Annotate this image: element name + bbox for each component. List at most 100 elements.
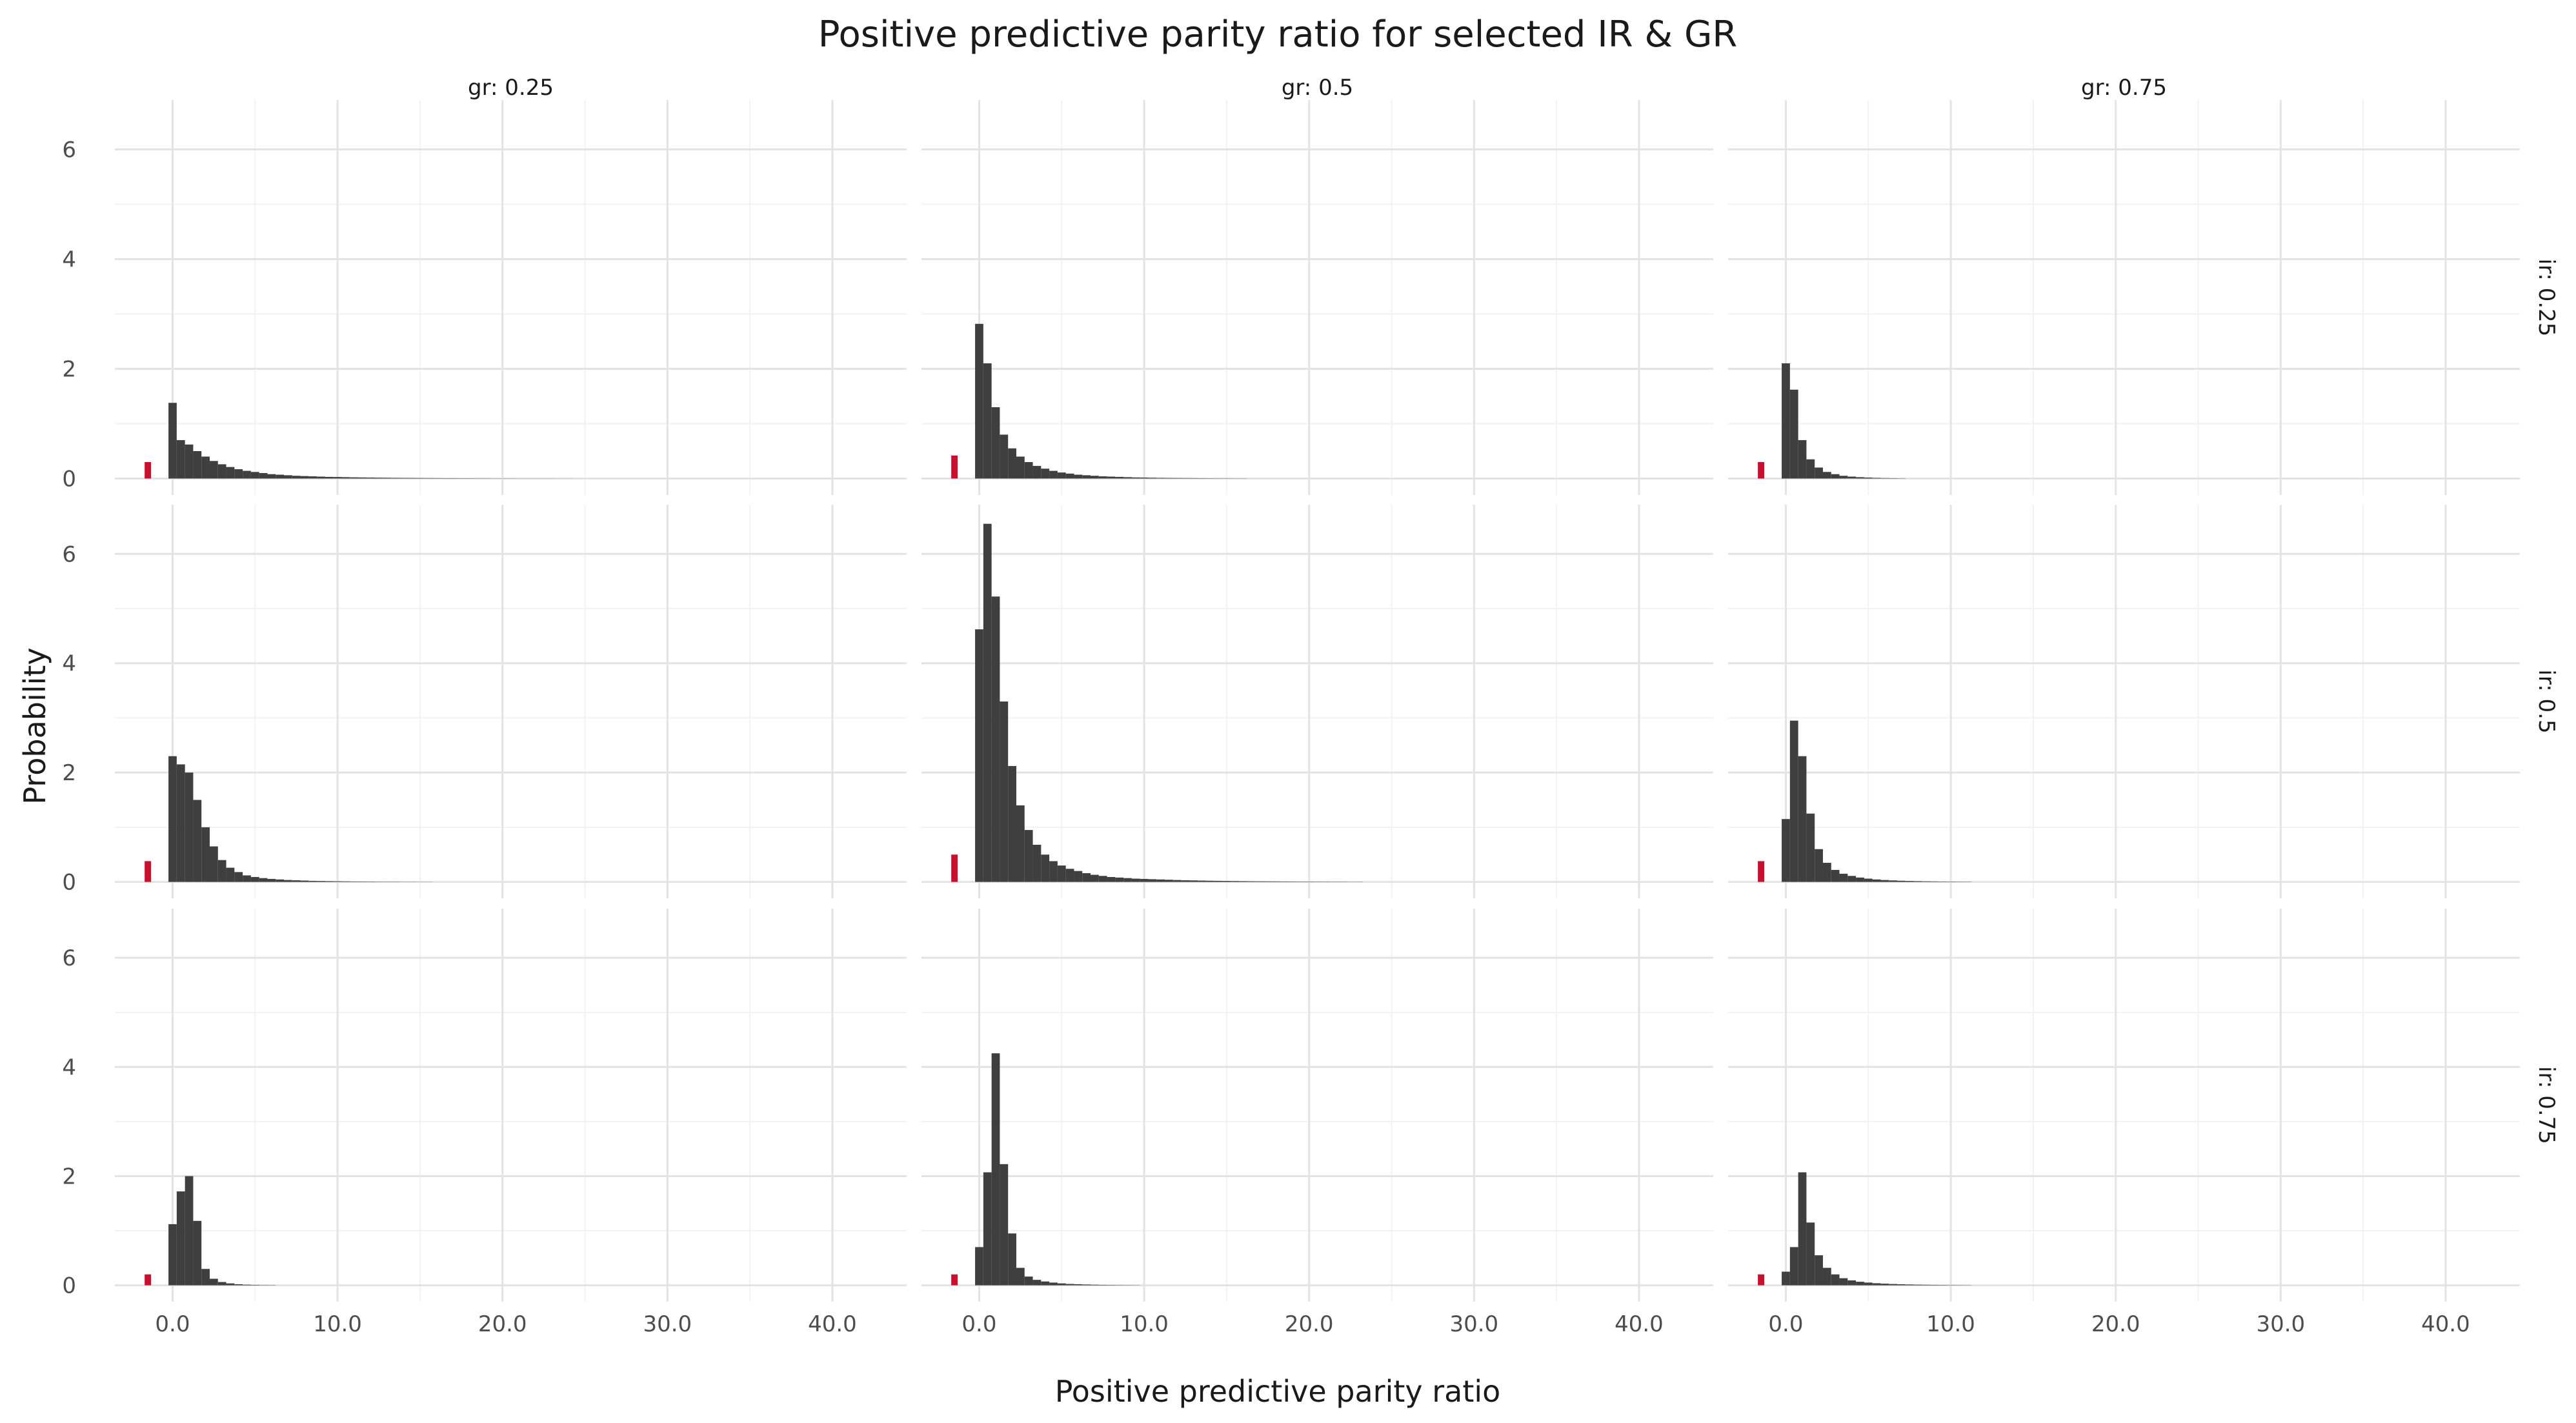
histogram-bar [1806, 459, 1815, 479]
histogram-bar [300, 880, 309, 882]
x-tick-label: 20.0 [1285, 1311, 1334, 1337]
histogram-bar [276, 879, 285, 882]
histogram-bar [1880, 478, 1889, 479]
histogram-bar [1049, 1282, 1058, 1286]
x-tick-label: 20.0 [2091, 1311, 2140, 1337]
histogram-bar [308, 476, 317, 479]
histogram-bar [176, 764, 185, 882]
histogram-bar [185, 1176, 194, 1286]
column-facet-label: gr: 0.25 [468, 75, 554, 101]
histogram-bar [1864, 878, 1873, 882]
histogram-bar [1082, 873, 1091, 882]
histogram-bar [1239, 881, 1247, 882]
nan-indicator-bar [145, 861, 152, 882]
nan-indicator-bar [951, 455, 958, 479]
histogram-bar [1181, 880, 1190, 882]
histogram-bar [1115, 877, 1124, 882]
histogram-bar [250, 472, 259, 479]
histogram-bar [366, 477, 375, 479]
histogram-bar [1074, 1284, 1083, 1286]
histogram-bar [1016, 1267, 1025, 1286]
histogram-bar [341, 477, 350, 479]
nan-indicator-bar [1758, 861, 1765, 882]
y-tick-label: 4 [62, 1055, 76, 1080]
histogram-bar [234, 872, 243, 882]
histogram-bar [1032, 465, 1041, 479]
histogram-bar [209, 1278, 218, 1286]
histogram-bar [1789, 1247, 1798, 1286]
histogram-bar [1847, 876, 1857, 882]
histogram-bar [983, 363, 992, 479]
histogram-bar [1880, 880, 1889, 882]
histogram-bar [1041, 854, 1050, 882]
histogram-bar [1065, 869, 1074, 882]
nan-indicator-bar [145, 1274, 152, 1286]
histogram-bar [407, 478, 416, 479]
histogram-bar [1198, 880, 1206, 882]
histogram-bar [300, 476, 309, 479]
histogram-bar [1864, 1282, 1873, 1286]
histogram-bar [168, 1224, 177, 1286]
histogram-bar [243, 1284, 251, 1286]
histogram-bar [1165, 478, 1173, 479]
x-tick-label: 20.0 [478, 1311, 527, 1337]
histogram-bar [991, 407, 1000, 479]
histogram-bar [284, 880, 292, 882]
histogram-bar [217, 464, 226, 479]
histogram-bar [292, 476, 301, 479]
histogram-bar [1822, 472, 1831, 479]
histogram-bar [1131, 878, 1140, 882]
histogram-bar [1938, 1285, 1947, 1286]
row-facet-label: ir: 0.5 [2533, 669, 2559, 733]
histogram-bar [1098, 876, 1107, 882]
histogram-bar [1789, 720, 1798, 882]
histogram-bar [1847, 1280, 1857, 1286]
y-tick-label: 2 [62, 357, 76, 383]
histogram-bar [226, 867, 235, 882]
histogram-bar [1000, 434, 1009, 479]
histogram-bar [250, 1284, 259, 1286]
histogram-bar [1831, 474, 1840, 479]
histogram-bar [1107, 1285, 1116, 1286]
chart-title: Positive predictive parity ratio for sel… [818, 14, 1738, 56]
column-facet-label: gr: 0.5 [1282, 75, 1353, 101]
histogram-bar [243, 875, 251, 882]
facet-panel-r0-c0: 0 2 4 6 [62, 100, 907, 495]
histogram-bar [1815, 467, 1823, 479]
facet-panel-r1-c0: 0 2 4 6 [62, 505, 907, 898]
histogram-bar [432, 478, 441, 479]
y-tick-label: 6 [62, 137, 76, 163]
histogram-bar [1897, 1284, 1906, 1286]
histogram-bar [201, 827, 210, 882]
histogram-bar [983, 523, 992, 882]
nan-indicator-bar [145, 462, 152, 479]
histogram-bar [250, 876, 259, 882]
histogram-bar [308, 880, 317, 882]
histogram-bar [1065, 1284, 1074, 1286]
x-tick-label: 10.0 [313, 1311, 362, 1337]
histogram-bar [1049, 470, 1058, 479]
histogram-bar [1831, 869, 1840, 882]
histogram-bar [358, 477, 367, 479]
histogram-bar [1016, 456, 1025, 479]
histogram-bar [276, 474, 285, 479]
histogram-bar [1930, 1284, 1938, 1286]
histogram-bar [201, 456, 210, 479]
histogram-bar [1913, 1284, 1922, 1286]
x-tick-label: 40.0 [808, 1311, 857, 1337]
histogram-bar [975, 1247, 983, 1286]
histogram-bar [1214, 880, 1223, 882]
histogram-bar [1074, 871, 1083, 882]
histogram-bar [217, 860, 226, 882]
x-tick-label: 0.0 [961, 1311, 996, 1337]
histogram-bar [1032, 844, 1041, 882]
histogram-bar [176, 440, 185, 479]
histogram-bar [1922, 1284, 1931, 1286]
histogram-bar [1000, 1164, 1009, 1286]
column-facet-label: gr: 0.75 [2081, 75, 2167, 101]
row-facet-label: ir: 0.75 [2533, 1066, 2559, 1144]
histogram-bar [1789, 389, 1798, 479]
y-tick-label: 6 [62, 541, 76, 567]
histogram-bar [1205, 880, 1214, 882]
